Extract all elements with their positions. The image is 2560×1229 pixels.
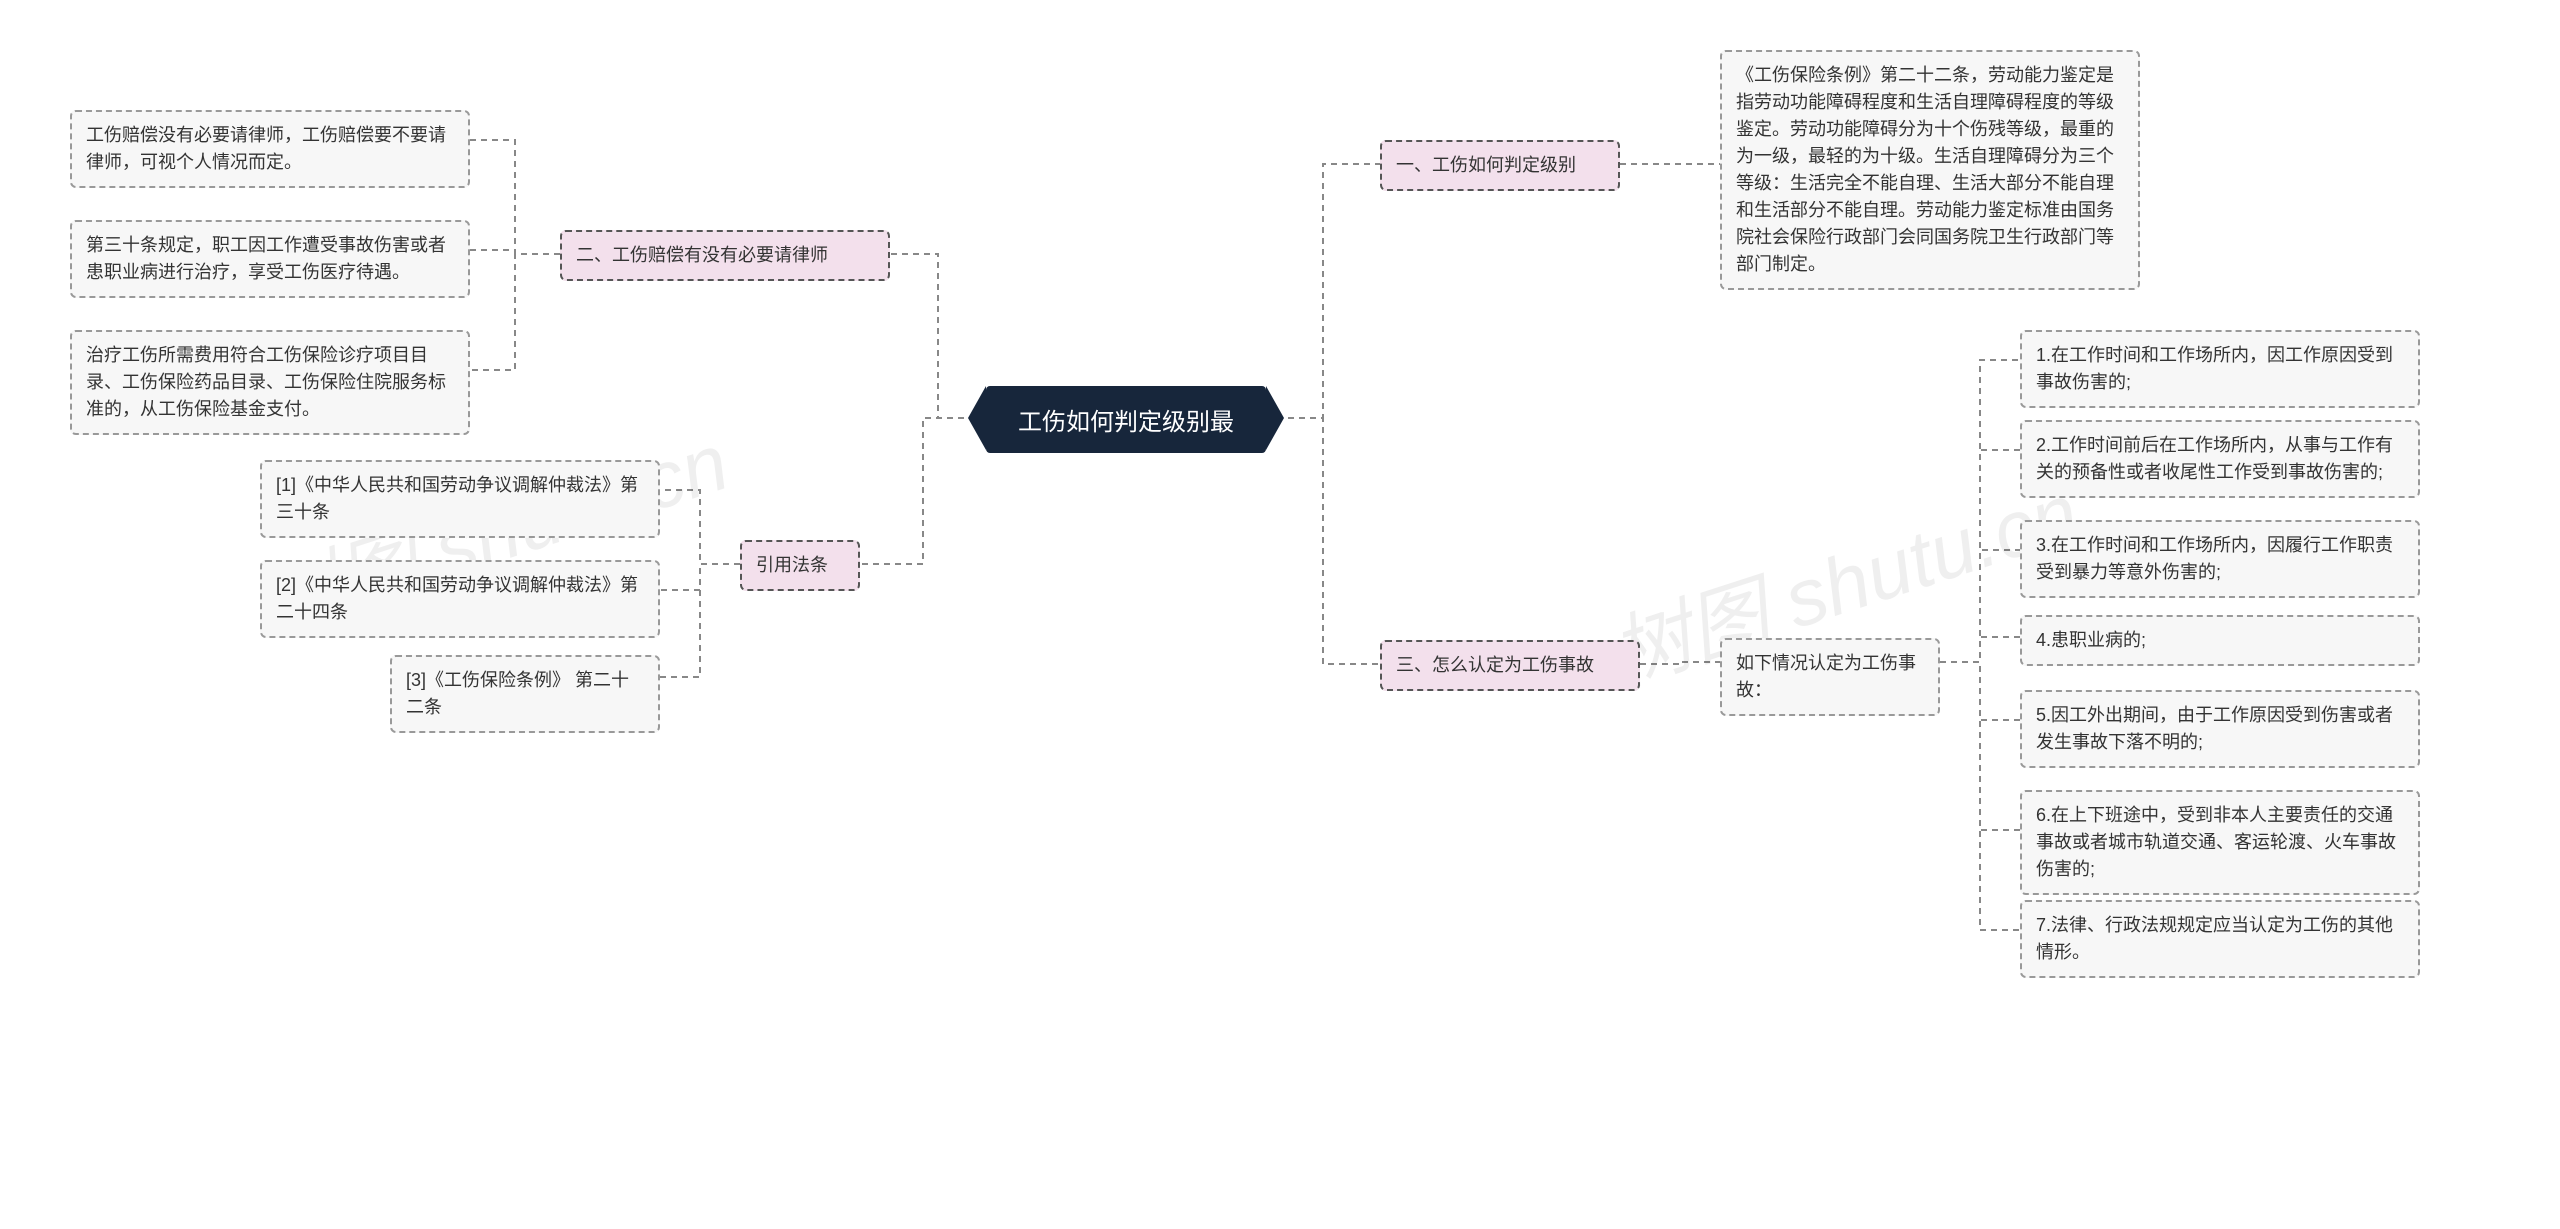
leaf-regulation-22: 《工伤保险条例》第二十二条，劳动能力鉴定是指劳动功能障碍程度和生活自理障碍程度的… xyxy=(1720,50,2140,290)
root-node[interactable]: 工伤如何判定级别最 xyxy=(986,386,1266,453)
leaf-case-6: 6.在上下班途中，受到非本人主要责任的交通事故或者城市轨道交通、客运轮渡、火车事… xyxy=(2020,790,2420,895)
branch-level-determination[interactable]: 一、工伤如何判定级别 xyxy=(1380,140,1620,191)
leaf-case-2: 2.工作时间前后在工作场所内，从事与工作有关的预备性或者收尾性工作受到事故伤害的… xyxy=(2020,420,2420,498)
branch-need-lawyer[interactable]: 二、工伤赔偿有没有必要请律师 xyxy=(560,230,890,281)
leaf-lawyer-2: 第三十条规定，职工因工作遭受事故伤害或者患职业病进行治疗，享受工伤医疗待遇。 xyxy=(70,220,470,298)
leaf-lawyer-3: 治疗工伤所需费用符合工伤保险诊疗项目目录、工伤保险药品目录、工伤保险住院服务标准… xyxy=(70,330,470,435)
leaf-recognition-intro: 如下情况认定为工伤事故： xyxy=(1720,638,1940,716)
leaf-case-7: 7.法律、行政法规规定应当认定为工伤的其他情形。 xyxy=(2020,900,2420,978)
branch-work-injury-recognition[interactable]: 三、怎么认定为工伤事故 xyxy=(1380,640,1640,691)
leaf-law-3: [3]《工伤保险条例》 第二十二条 xyxy=(390,655,660,733)
leaf-law-2: [2]《中华人民共和国劳动争议调解仲裁法》第二十四条 xyxy=(260,560,660,638)
branch-cited-laws[interactable]: 引用法条 xyxy=(740,540,860,591)
leaf-lawyer-1: 工伤赔偿没有必要请律师，工伤赔偿要不要请律师，可视个人情况而定。 xyxy=(70,110,470,188)
leaf-case-3: 3.在工作时间和工作场所内，因履行工作职责受到暴力等意外伤害的; xyxy=(2020,520,2420,598)
leaf-case-4: 4.患职业病的; xyxy=(2020,615,2420,666)
leaf-law-1: [1]《中华人民共和国劳动争议调解仲裁法》第三十条 xyxy=(260,460,660,538)
mindmap-canvas: 树图 shutu.cn 树图 shutu.cn 工伤如何判定级别最 一、工伤如何… xyxy=(0,0,2560,1229)
leaf-case-5: 5.因工外出期间，由于工作原因受到伤害或者发生事故下落不明的; xyxy=(2020,690,2420,768)
leaf-case-1: 1.在工作时间和工作场所内，因工作原因受到事故伤害的; xyxy=(2020,330,2420,408)
